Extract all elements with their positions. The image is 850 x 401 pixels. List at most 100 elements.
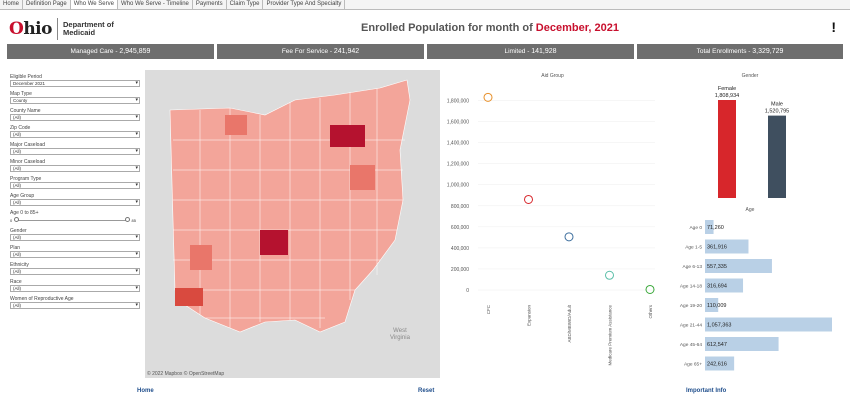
ohio-medicaid-logo[interactable]: Ohio Department of Medicaid: [9, 17, 114, 41]
county-cuyahoga[interactable]: [330, 125, 365, 147]
tab-home[interactable]: Home: [0, 0, 24, 9]
kpi-total-enrollments: Total Enrollments - 3,329,729: [637, 44, 843, 59]
filter-dropdown-age-group[interactable]: (All): [10, 199, 140, 206]
logo-divider: [56, 18, 58, 40]
aid-group-point[interactable]: [524, 194, 533, 204]
age-title: Age: [745, 207, 755, 213]
gender-bar-male[interactable]: [768, 115, 786, 198]
filter-label: Major Caseload: [10, 142, 46, 148]
filter-dropdown-program-type[interactable]: (All): [10, 182, 140, 189]
county-franklin[interactable]: [260, 230, 288, 255]
slider-track[interactable]: [15, 220, 128, 221]
aid-group-point[interactable]: [483, 92, 493, 102]
filter-label: Race: [10, 279, 22, 285]
y-tick-label: 1,800,000: [447, 99, 469, 105]
filter-dropdown-minor-caseload[interactable]: (All): [10, 165, 140, 172]
filter-label: Eligible Period: [10, 74, 42, 80]
age-bar[interactable]: [705, 259, 772, 273]
age-range-slider[interactable]: 0 85: [10, 216, 140, 224]
age-bar[interactable]: [705, 356, 735, 371]
age-bar[interactable]: [705, 298, 719, 312]
x-tick-label: Others: [648, 304, 653, 318]
tab-who-we-serve-timeline[interactable]: Who We Serve - Timeline: [118, 0, 193, 9]
aid-group-chart[interactable]: 0 200,000 400,000 600,000 800,000 1,000,000 1,…: [440, 80, 660, 380]
slider-max-handle[interactable]: [125, 217, 130, 222]
reset-link[interactable]: Reset: [418, 388, 435, 394]
y-tick-label: 1,200,000: [447, 162, 469, 168]
filter-label: County Name: [10, 108, 41, 114]
filter-dropdown-zip-code[interactable]: (All): [10, 131, 140, 138]
y-tick-label: 0: [466, 288, 469, 294]
home-link[interactable]: Home: [137, 388, 154, 394]
slider-max: 85: [131, 218, 136, 223]
filter-dropdown-eligible-period[interactable]: December 2021: [10, 80, 140, 87]
age-value-label: 612,547: [707, 342, 727, 348]
aid-group-point[interactable]: [645, 284, 655, 294]
filter-label: Plan: [10, 245, 21, 251]
tab-bar: Home Definition Page Who We Serve Who We Se…: [0, 0, 850, 10]
filter-label: Minor Caseload: [10, 159, 46, 165]
ohio-county-map[interactable]: [145, 70, 440, 378]
y-tick-label: 400,000: [451, 246, 469, 252]
age-value-label: 242,616: [707, 362, 727, 368]
filter-dropdown-major-caseload[interactable]: (All): [10, 148, 140, 155]
age-bar[interactable]: [705, 220, 714, 234]
filter-dropdown-ethnicity[interactable]: (All): [10, 268, 140, 275]
gender-category-label: Female: [718, 86, 736, 92]
county-hamilton[interactable]: [175, 288, 203, 306]
age-bar[interactable]: [705, 278, 744, 293]
slider-min-handle[interactable]: [14, 217, 19, 222]
tab-payments[interactable]: Payments: [193, 0, 227, 9]
important-info-link[interactable]: Important Info: [686, 388, 727, 394]
logo-wordmark: Ohio: [9, 19, 52, 39]
y-tick-label: 200,000: [451, 267, 469, 273]
logo-department: Department of Medicaid: [62, 20, 114, 37]
age-value-label: 316,694: [707, 284, 727, 290]
filter-dropdown-women-of-reproductive-age[interactable]: (All): [10, 302, 140, 309]
slider-min: 0: [10, 218, 13, 223]
tab-definition-page[interactable]: Definition Page: [23, 0, 71, 9]
map-label-west-virginia: West Virginia: [390, 328, 410, 341]
x-tick-label: Medicare Premium Assistance: [608, 305, 613, 366]
filter-dropdown-plan[interactable]: (All): [10, 251, 140, 258]
page-title: Enrolled Population for month of Decembe…: [361, 22, 619, 34]
filter-dropdown-gender[interactable]: (All): [10, 234, 140, 241]
aid-group-point[interactable]: [564, 232, 574, 242]
age-category-label: Age 21-44: [680, 323, 702, 329]
age-bar[interactable]: [705, 239, 749, 254]
age-value-label: 71,260: [707, 225, 724, 231]
gender-bar-female[interactable]: [718, 100, 736, 198]
gender-value-label: 1,520,795: [765, 109, 789, 115]
tab-claim-type[interactable]: Claim Type: [227, 0, 264, 9]
filter-dropdown-race[interactable]: (All): [10, 285, 140, 292]
county-montgomery[interactable]: [190, 245, 212, 270]
age-value-label: 361,916: [707, 245, 727, 251]
gender-title: Gender: [741, 73, 759, 79]
county-lucas[interactable]: [225, 115, 247, 135]
age-category-label: Age 19-20: [680, 303, 702, 309]
age-category-label: Age 45-64: [680, 342, 702, 348]
age-bar[interactable]: [705, 337, 779, 351]
age-bar[interactable]: [705, 317, 832, 332]
filter-dropdown-map-type[interactable]: County: [10, 97, 140, 104]
filter-label: Ethnicity: [10, 262, 29, 268]
filter-dropdown-county-name[interactable]: (All): [10, 114, 140, 121]
filter-label: Age Group: [10, 193, 35, 199]
age-category-label: Age 0: [689, 225, 702, 231]
aid-group-title: Aid Group: [541, 73, 564, 79]
aid-group-point[interactable]: [605, 270, 614, 280]
county-summit[interactable]: [350, 165, 375, 190]
tab-provider-type-and-specialty[interactable]: Provider Type And Specialty: [263, 0, 346, 9]
county-map[interactable]: West Virginia © 2022 Mapbox © OpenStreetM…: [145, 70, 440, 378]
age-chart[interactable]: Age 0 71,260 Age 1-5 361,916 Age 6-13 557,335…: [670, 216, 845, 378]
age-category-label: Age 1-5: [685, 245, 702, 251]
gender-value-label: 1,808,934: [715, 93, 739, 99]
age-category-label: Age 6-13: [683, 264, 703, 270]
tab-who-we-serve[interactable]: Who We Serve: [70, 0, 118, 9]
age-category-label: Age 14-18: [680, 284, 702, 290]
info-icon[interactable]: !: [831, 19, 836, 35]
kpi-managed-care: Managed Care - 2,945,859: [7, 44, 214, 59]
y-tick-label: 1,000,000: [447, 183, 469, 189]
y-tick-label: 600,000: [451, 225, 469, 231]
